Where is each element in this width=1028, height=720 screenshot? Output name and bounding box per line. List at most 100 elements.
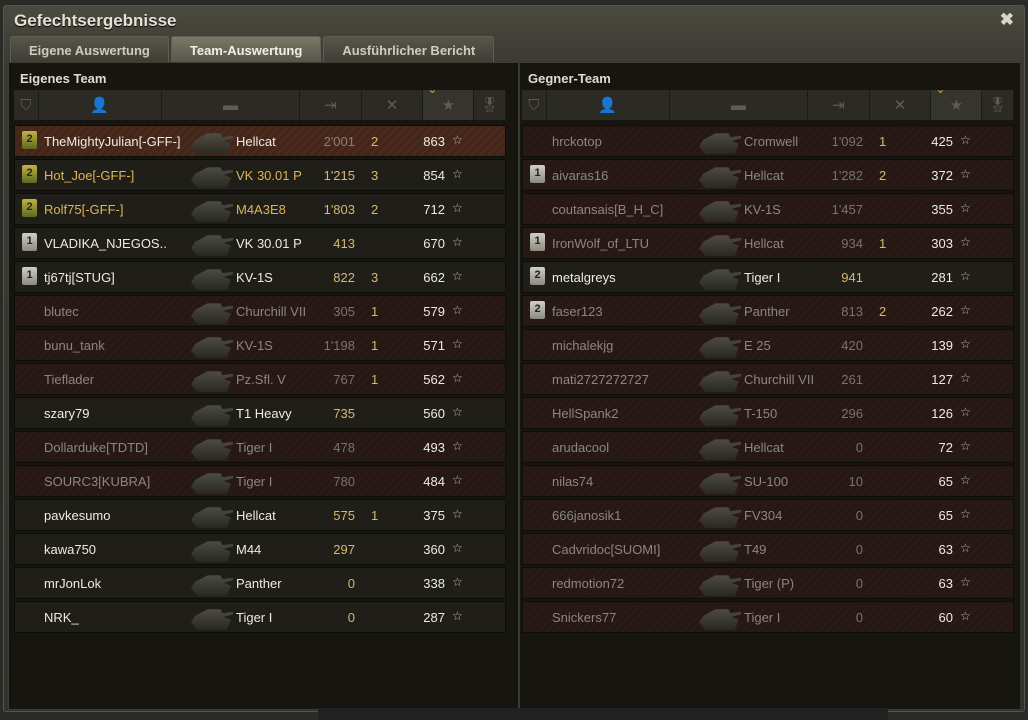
player-name: pavkesumo	[44, 508, 111, 523]
player-row[interactable]: 1 aivaras16 Hellcat 1'282 2 372 ☆	[522, 159, 1014, 191]
player-row[interactable]: blutec Churchill VII 305 1 579 ☆	[14, 295, 506, 327]
player-name: szary79	[44, 406, 90, 421]
medal-column-header[interactable]: 🎖	[982, 90, 1014, 120]
player-name: SOURC3[KUBRA]	[44, 474, 151, 489]
xp-value: 281	[931, 270, 953, 285]
player-column-header[interactable]: 👤	[39, 90, 162, 120]
kills-column-header[interactable]: ✕	[362, 90, 424, 120]
tank-column-header[interactable]: ▬	[670, 90, 809, 120]
player-row[interactable]: 666janosik1 FV304 0 65 ☆	[522, 499, 1014, 531]
kills-column-header[interactable]: ✕	[870, 90, 932, 120]
tab-detailed-report[interactable]: Ausführlicher Bericht	[323, 36, 495, 62]
player-row[interactable]: Cadvridoc[SUOMI] T49 0 63 ☆	[522, 533, 1014, 565]
player-row[interactable]: bunu_tank KV-1S 1'198 1 571 ☆	[14, 329, 506, 361]
player-row[interactable]: 2 Hot_Joe[-GFF-] VK 30.01 P 1'215 3 854 ☆	[14, 159, 506, 191]
xp-value: 375	[423, 508, 445, 523]
player-name: VLADIKA_NJEGOS..	[44, 236, 167, 251]
xp-value: 355	[931, 202, 953, 217]
player-name: redmotion72	[552, 576, 625, 591]
player-row[interactable]: HellSpank2 T-150 296 126 ☆	[522, 397, 1014, 429]
star-icon: ☆	[960, 269, 971, 283]
tank-icon	[191, 575, 233, 596]
player-row[interactable]: NRK_ Tiger I 0 287 ☆	[14, 601, 506, 633]
player-name: Tieflader	[44, 372, 95, 387]
damage-value: 0	[347, 610, 355, 625]
tank-name: Pz.Sfl. V	[236, 372, 286, 387]
player-row[interactable]: arudacool Hellcat 0 72 ☆	[522, 431, 1014, 463]
player-row[interactable]: 2 faser123 Panther 813 2 262 ☆	[522, 295, 1014, 327]
tank-name: KV-1S	[236, 270, 273, 285]
tank-name: Panther	[744, 304, 790, 319]
platoon-badge-icon: 2	[22, 199, 37, 217]
xp-star-column-header[interactable]: ★	[423, 82, 475, 120]
tank-column-header[interactable]: ▬	[162, 90, 301, 120]
player-row[interactable]: pavkesumo Hellcat 575 1 375 ☆	[14, 499, 506, 531]
player-icon: 👤	[598, 97, 617, 114]
tab-team-evaluation[interactable]: Team-Auswertung	[170, 36, 322, 62]
tank-name: Churchill VII	[744, 372, 815, 387]
tank-name: Tiger (P)	[744, 576, 795, 591]
damage-value: 813	[841, 304, 863, 319]
player-row[interactable]: michalekjg E 25 420 139 ☆	[522, 329, 1014, 361]
player-row[interactable]: 2 Rolf75[-GFF-] M4A3E8 1'803 2 712 ☆	[14, 193, 506, 225]
column-header: ⛉ 👤 ▬ ⇥ ✕ ★ 🎖	[522, 82, 1014, 120]
platoon-icon: ⛉	[528, 96, 540, 114]
damage-value: 941	[841, 270, 863, 285]
tank-name: KV-1S	[744, 202, 781, 217]
player-row[interactable]: mrJonLok Panther 0 338 ☆	[14, 567, 506, 599]
player-row[interactable]: kawa750 M44 297 360 ☆	[14, 533, 506, 565]
player-name: Rolf75[-GFF-]	[44, 202, 124, 217]
player-row[interactable]: coutansais[B_H_C] KV-1S 1'457 355 ☆	[522, 193, 1014, 225]
tank-name: M4A3E8	[236, 202, 286, 217]
player-row[interactable]: hrckotop Cromwell 1'092 1 425 ☆	[522, 125, 1014, 157]
star-icon: ☆	[452, 371, 463, 385]
star-icon: ☆	[960, 337, 971, 351]
platoon-column-header[interactable]: ⛉	[522, 90, 547, 120]
player-row[interactable]: Tieflader Pz.Sfl. V 767 1 562 ☆	[14, 363, 506, 395]
platoon-column-header[interactable]: ⛉	[14, 90, 39, 120]
player-column-header[interactable]: 👤	[547, 90, 670, 120]
xp-value: 262	[931, 304, 953, 319]
damage-value: 305	[333, 304, 355, 319]
medal-column-header[interactable]: 🎖	[474, 90, 506, 120]
tab-own-evaluation[interactable]: Eigene Auswertung	[10, 36, 169, 62]
damage-column-header[interactable]: ⇥	[808, 90, 870, 120]
player-icon: 👤	[90, 97, 109, 114]
player-row[interactable]: 1 tj67tj[STUG] KV-1S 822 3 662 ☆	[14, 261, 506, 293]
tank-icon	[699, 133, 741, 154]
player-name: metalgreys	[552, 270, 616, 285]
tank-name: VK 30.01 P	[236, 168, 302, 183]
player-row[interactable]: 1 IronWolf_of_LTU Hellcat 934 1 303 ☆	[522, 227, 1014, 259]
kills-value: 3	[371, 270, 379, 285]
enemy-team-panel: Gegner-Team ⛉ 👤 ▬ ⇥ ✕ ★ 🎖 hrckotop Cromwell 1'09…	[518, 63, 1020, 709]
player-row[interactable]: SOURC3[KUBRA] Tiger I 780 484 ☆	[14, 465, 506, 497]
star-icon: ☆	[452, 541, 463, 555]
platoon-badge-icon: 2	[530, 267, 545, 285]
player-row[interactable]: redmotion72 Tiger (P) 0 63 ☆	[522, 567, 1014, 599]
tank-icon	[699, 541, 741, 562]
player-row[interactable]: Dollarduke[TDTD] Tiger I 478 493 ☆	[14, 431, 506, 463]
tank-name: Tiger I	[236, 440, 273, 455]
player-name: aivaras16	[552, 168, 609, 183]
xp-star-column-header[interactable]: ★	[931, 82, 983, 120]
tank-icon	[699, 575, 741, 596]
platoon-badge-icon: 2	[22, 165, 37, 183]
player-row[interactable]: nilas74 SU-100 10 65 ☆	[522, 465, 1014, 497]
platoon-badge-icon: 1	[22, 267, 37, 285]
xp-value: 571	[423, 338, 445, 353]
player-row[interactable]: 1 VLADIKA_NJEGOS.. VK 30.01 P 413 670 ☆	[14, 227, 506, 259]
player-row[interactable]: szary79 T1 Heavy 735 560 ☆	[14, 397, 506, 429]
tank-name: Churchill VII	[236, 304, 307, 319]
player-row[interactable]: 2 TheMightyJulian[-GFF-] Hellcat 2'001 2 863 ☆	[14, 125, 506, 157]
close-icon[interactable]: ✖	[999, 10, 1014, 29]
tank-icon	[699, 439, 741, 460]
player-row[interactable]: 2 metalgreys Tiger I 941 281 ☆	[522, 261, 1014, 293]
damage-column-header[interactable]: ⇥	[300, 90, 362, 120]
xp-value: 854	[423, 168, 445, 183]
player-row[interactable]: mati2727272727 Churchill VII 261 127 ☆	[522, 363, 1014, 395]
player-row[interactable]: Snickers77 Tiger I 0 60 ☆	[522, 601, 1014, 633]
xp-value: 127	[931, 372, 953, 387]
star-icon: ☆	[452, 133, 463, 147]
damage-icon: ⇥	[832, 97, 845, 114]
xp-value: 493	[423, 440, 445, 455]
